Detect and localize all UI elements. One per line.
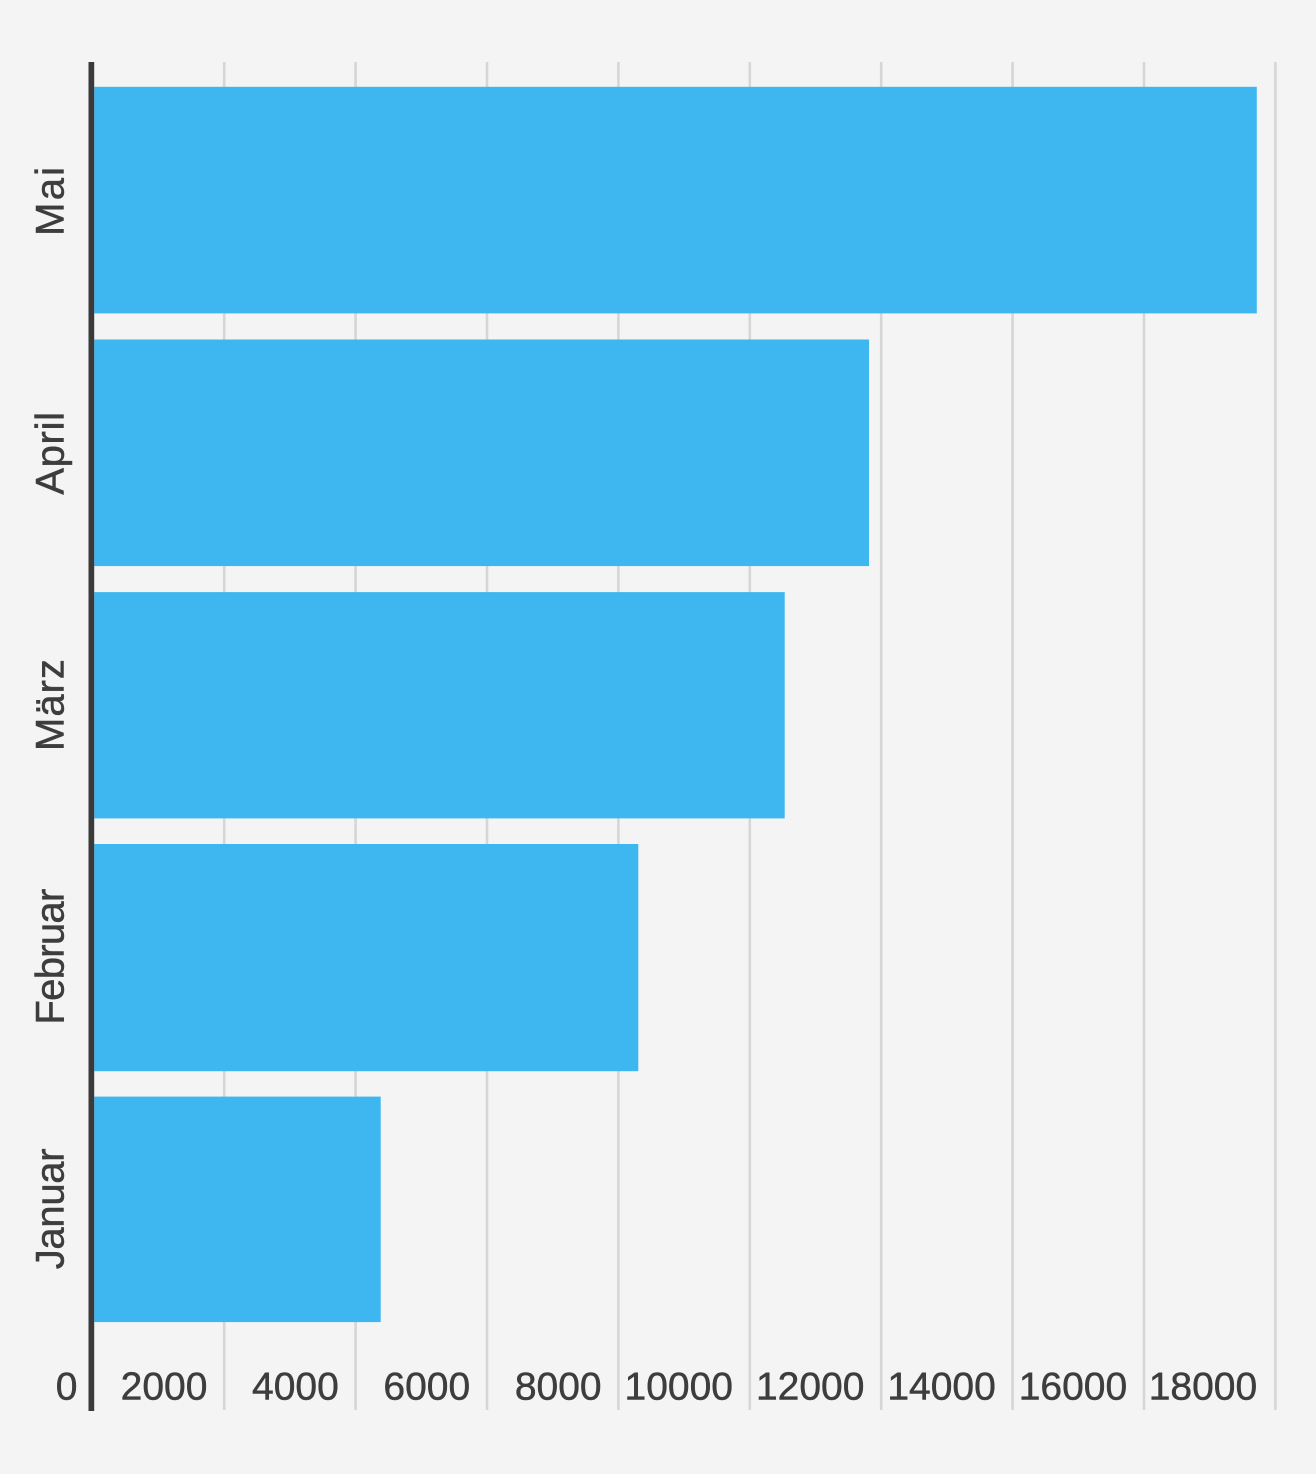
svg-text:14000: 14000 xyxy=(887,1366,995,1409)
svg-text:6000: 6000 xyxy=(383,1366,470,1409)
svg-text:Januar: Januar xyxy=(29,1149,73,1270)
svg-text:18000: 18000 xyxy=(1149,1366,1257,1409)
svg-text:April: April xyxy=(29,411,73,495)
svg-text:4000: 4000 xyxy=(252,1366,339,1409)
svg-text:0: 0 xyxy=(56,1366,78,1409)
svg-text:10000: 10000 xyxy=(625,1366,733,1409)
svg-text:Mai: Mai xyxy=(29,165,73,236)
svg-text:2000: 2000 xyxy=(121,1366,208,1409)
svg-text:8000: 8000 xyxy=(515,1366,602,1409)
svg-text:März: März xyxy=(29,658,73,751)
svg-text:Februar: Februar xyxy=(29,889,73,1025)
svg-text:16000: 16000 xyxy=(1019,1366,1127,1409)
svg-text:12000: 12000 xyxy=(756,1366,864,1409)
